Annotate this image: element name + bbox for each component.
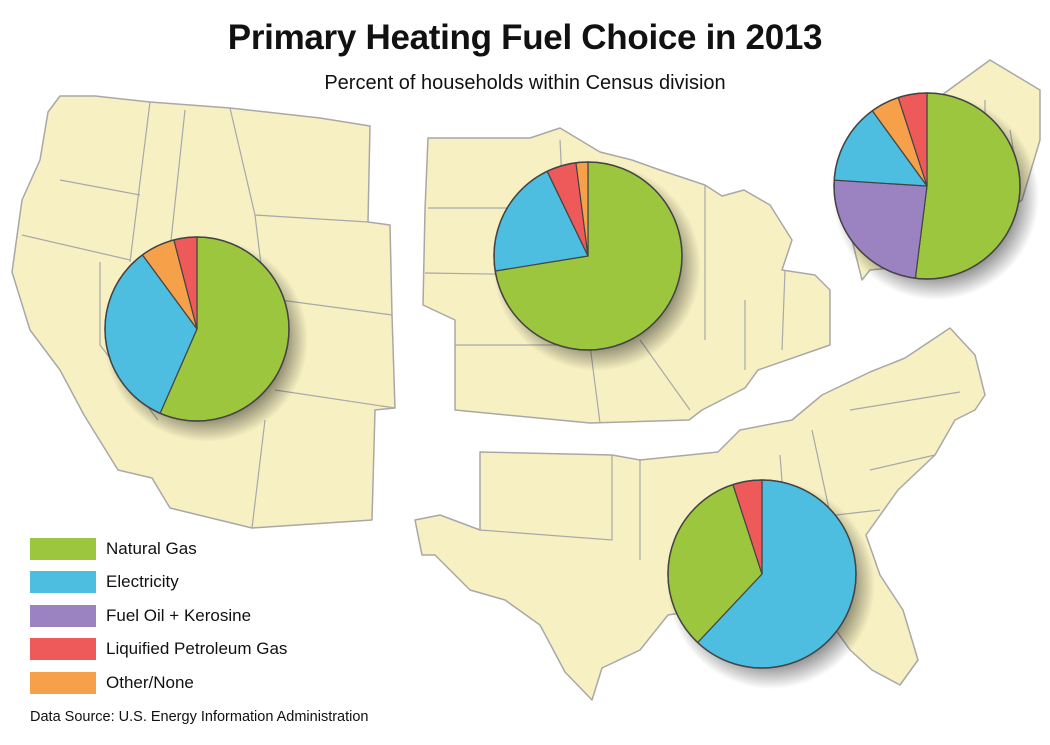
legend-label: Electricity bbox=[106, 572, 179, 592]
pie-slice-fuel-oil-kerosine bbox=[833, 179, 928, 279]
chart-title: Primary Heating Fuel Choice in 2013 bbox=[227, 18, 823, 57]
legend: Natural Gas Electricity Fuel Oil + Keros… bbox=[30, 532, 287, 700]
legend-swatch-other bbox=[30, 671, 96, 694]
legend-item-lpg: Liquified Petroleum Gas bbox=[30, 633, 287, 667]
pie-south bbox=[667, 479, 875, 689]
pie-outline bbox=[833, 92, 1021, 280]
pie-outline bbox=[493, 161, 683, 351]
legend-item-electricity: Electricity bbox=[30, 566, 287, 600]
data-source-note: Data Source: U.S. Energy Information Adm… bbox=[30, 709, 369, 725]
pie-outline bbox=[104, 236, 290, 422]
pie-northeast bbox=[833, 92, 1039, 300]
chart-subtitle: Percent of households within Census divi… bbox=[324, 72, 726, 94]
legend-label: Other/None bbox=[106, 672, 194, 692]
pie-west bbox=[104, 236, 308, 442]
pie-midwest bbox=[493, 161, 701, 371]
pie-outline bbox=[667, 479, 857, 669]
legend-swatch-fuel-oil bbox=[30, 604, 96, 627]
legend-item-other: Other/None bbox=[30, 666, 287, 700]
legend-label: Natural Gas bbox=[106, 538, 197, 558]
legend-swatch-lpg bbox=[30, 638, 96, 661]
legend-label: Fuel Oil + Kerosine bbox=[106, 605, 252, 625]
pie-charts bbox=[104, 92, 1039, 689]
legend-item-natural-gas: Natural Gas bbox=[30, 532, 287, 566]
legend-item-fuel-oil: Fuel Oil + Kerosine bbox=[30, 599, 287, 633]
legend-swatch-electricity bbox=[30, 571, 96, 594]
legend-swatch-natural-gas bbox=[30, 537, 96, 560]
legend-label: Liquified Petroleum Gas bbox=[106, 639, 288, 659]
